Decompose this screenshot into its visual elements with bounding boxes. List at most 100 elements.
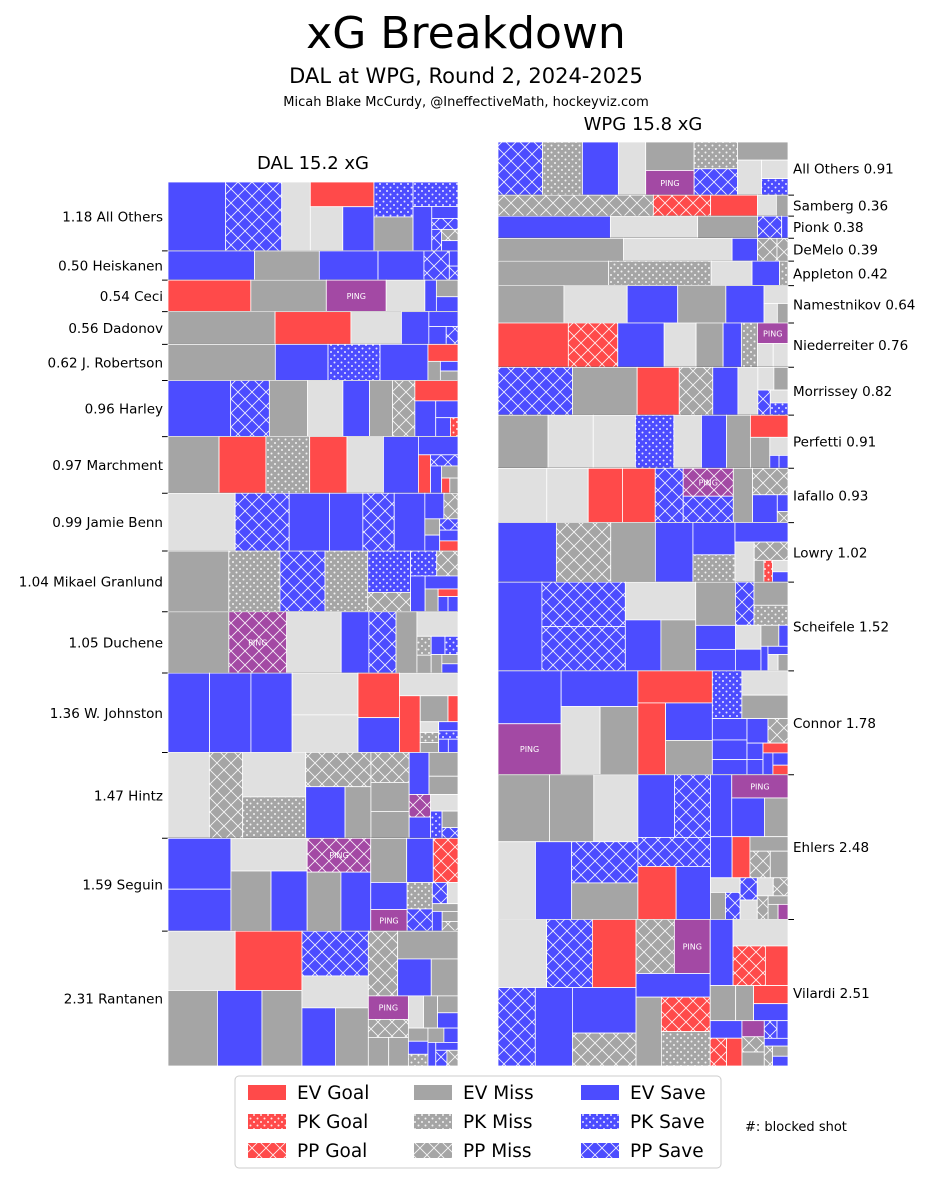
shot-cell-hatch xyxy=(446,326,458,345)
shot-cell-hatch xyxy=(661,1031,711,1066)
shot-cell xyxy=(254,250,320,281)
shot-cell xyxy=(767,903,779,920)
shot-cell xyxy=(435,279,459,298)
shot-cell-hatch xyxy=(741,322,758,368)
shot-cell xyxy=(695,581,736,626)
player-block-dal-ceci: PING 0.54 Ceci xyxy=(100,279,459,313)
legend-label: PP Miss xyxy=(463,1141,532,1162)
shot-cell xyxy=(439,529,459,542)
shot-cell xyxy=(592,414,636,469)
shot-cell xyxy=(776,494,789,513)
shot-cell xyxy=(746,759,764,776)
shot-cell xyxy=(437,596,449,613)
shot-cell xyxy=(710,877,741,893)
shot-cell xyxy=(428,752,459,777)
shot-cell xyxy=(357,672,400,719)
shot-cell-hatch xyxy=(546,919,593,988)
shot-cell xyxy=(407,995,424,1029)
shot-cell-hatch xyxy=(637,837,711,867)
shot-cell-hatch xyxy=(710,1038,727,1066)
shot-cell xyxy=(757,343,774,368)
shot-cell xyxy=(497,841,536,920)
shot-cell-hatch xyxy=(725,892,741,920)
legend-item-ev-goal: EV Goal xyxy=(248,1083,369,1104)
shot-cell xyxy=(342,380,370,437)
shot-cell xyxy=(441,654,459,665)
shot-cell xyxy=(427,360,441,381)
shot-cell-hatch xyxy=(763,560,773,583)
player-block-dal-dadonov: 0.56 Dadonov xyxy=(68,311,459,345)
shot-cell xyxy=(424,492,445,520)
shot-cell xyxy=(772,752,789,766)
shot-cell xyxy=(350,311,402,345)
shot-cell xyxy=(563,285,628,324)
shot-cell xyxy=(335,1007,369,1067)
player-label-all-others: All Others 0.91 xyxy=(793,162,894,178)
shot-cell xyxy=(427,1042,437,1067)
shot-cell xyxy=(572,987,637,1034)
shot-cell xyxy=(167,279,252,313)
shot-cell-hatch xyxy=(692,554,735,583)
shot-cell xyxy=(757,194,777,217)
shot-cell xyxy=(414,400,437,437)
player-block-dal-mikael-granlund: 1.04 Mikael Granlund xyxy=(19,550,459,613)
shot-cell-hatch xyxy=(655,468,684,523)
shot-cell xyxy=(777,903,789,920)
shot-cell xyxy=(408,752,430,795)
shot-cell-hatch xyxy=(568,322,618,368)
shot-cell xyxy=(624,619,662,672)
shot-cell xyxy=(741,670,789,696)
shot-cell xyxy=(399,672,459,697)
shot-cell xyxy=(357,717,400,753)
player-block-dal-heiskanen: 0.50 Heiskanen xyxy=(58,250,459,281)
shot-cell xyxy=(610,522,656,583)
legend-label: PK Goal xyxy=(297,1112,368,1133)
shot-cell xyxy=(497,774,550,843)
player-label-demelo: DeMelo 0.39 xyxy=(793,243,878,259)
shot-cell xyxy=(675,866,711,920)
shot-cell xyxy=(427,343,459,362)
shot-cell xyxy=(438,738,449,753)
legend-swatch-hatch xyxy=(414,1143,452,1158)
shot-cell xyxy=(291,714,359,753)
shot-cell xyxy=(301,975,369,1009)
shot-cell xyxy=(428,311,459,327)
chart-subtitle: DAL at WPG, Round 2, 2024-2025 xyxy=(289,64,643,88)
shot-cell-hatch xyxy=(432,882,448,904)
shot-cell xyxy=(497,522,557,583)
shot-cell xyxy=(624,581,697,621)
shot-cell xyxy=(637,774,676,838)
shot-cell-hatch xyxy=(438,730,458,740)
legend-item-pk-save: PK Save xyxy=(581,1112,705,1133)
shot-cell xyxy=(711,718,748,741)
shot-cell xyxy=(437,995,459,1014)
shot-cell xyxy=(695,624,736,650)
player-block-wpg-morrissey: Morrissey 0.82 xyxy=(497,366,892,416)
shot-cell-hatch xyxy=(328,344,381,381)
shot-cell xyxy=(737,366,759,416)
shot-cell xyxy=(776,1020,789,1039)
shot-cell xyxy=(711,739,748,761)
legend-swatch-hatch xyxy=(248,1143,286,1158)
legend-swatch xyxy=(248,1085,286,1100)
player-label-heiskanen: 0.50 Heiskanen xyxy=(58,259,163,275)
shot-cell xyxy=(370,837,408,883)
player-block-wpg-all-others: PING All Others 0.91 xyxy=(497,141,894,196)
shot-cell xyxy=(731,797,765,838)
player-block-wpg-pionk: Pionk 0.38 xyxy=(497,215,864,239)
shot-cell-hatch xyxy=(674,774,711,838)
shot-cell xyxy=(757,366,775,391)
shot-cell xyxy=(401,311,430,345)
shot-cell-hatch xyxy=(368,931,398,996)
shot-cell xyxy=(609,215,699,239)
shot-cell-hatch xyxy=(362,493,395,552)
shot-cell xyxy=(268,380,308,437)
shot-cell xyxy=(428,326,447,345)
shot-cell xyxy=(447,596,459,613)
ping-label: PING xyxy=(379,916,398,925)
shot-cell xyxy=(430,465,443,494)
shot-cell xyxy=(663,322,697,368)
shot-cell-hatch xyxy=(749,851,771,878)
legend-item-pp-miss: PP Miss xyxy=(414,1141,532,1162)
shot-cell xyxy=(430,635,446,655)
